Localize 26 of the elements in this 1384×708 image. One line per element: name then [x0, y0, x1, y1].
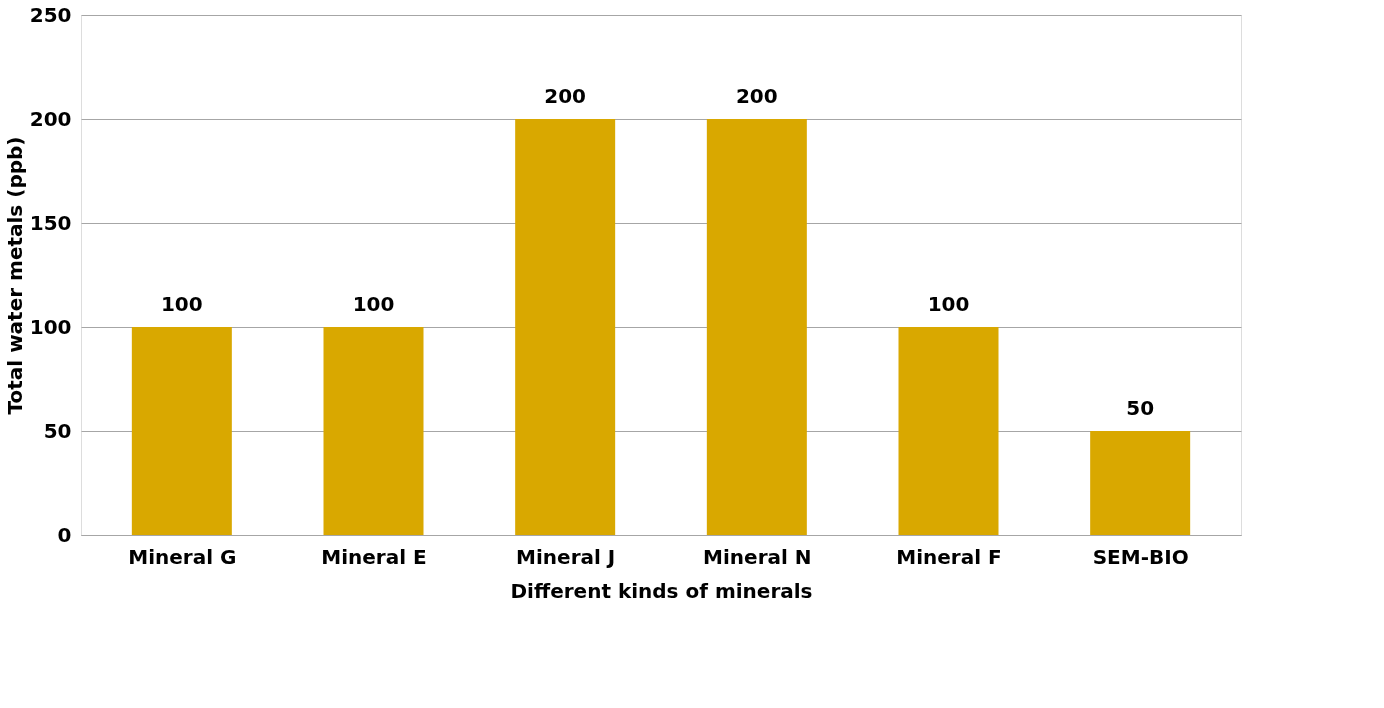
x-tick-label: SEM-BIO [1092, 544, 1189, 569]
x-tick-label: Mineral G [128, 544, 237, 569]
bar [898, 327, 999, 535]
y-axis-title: Total water metals (ppb) [2, 136, 27, 415]
bar [323, 327, 424, 535]
x-tick-label: Mineral J [516, 544, 616, 569]
y-tick-label: 150 [29, 210, 72, 235]
data-label: 200 [544, 84, 587, 108]
x-tick-label: Mineral N [703, 544, 812, 569]
data-label: 100 [160, 292, 203, 316]
bar [515, 119, 616, 535]
y-tick-label: 100 [29, 314, 72, 339]
bar [131, 327, 232, 535]
data-label: 50 [1126, 396, 1155, 420]
data-label: 100 [352, 292, 395, 316]
y-tick-label: 250 [29, 2, 72, 27]
data-label: 100 [927, 292, 970, 316]
y-tick-label: 0 [57, 522, 72, 547]
bar [1090, 431, 1191, 535]
data-label: 200 [735, 84, 778, 108]
y-tick-label: 200 [29, 106, 72, 131]
y-tick-label: 50 [43, 418, 72, 443]
x-axis-title: Different kinds of minerals [510, 578, 813, 603]
x-tick-label: Mineral F [896, 544, 1002, 569]
x-tick-label: Mineral E [321, 544, 427, 569]
bar [706, 119, 807, 535]
